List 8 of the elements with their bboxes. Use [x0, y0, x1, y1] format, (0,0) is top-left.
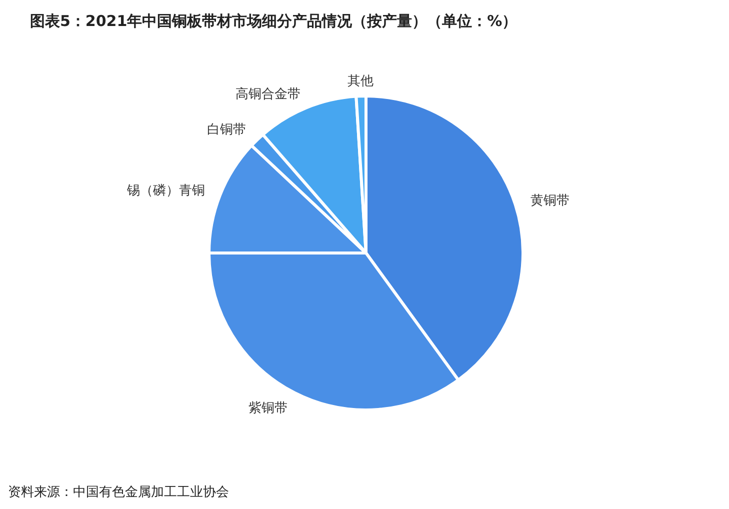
slice-label: 高铜合金带 — [235, 86, 300, 102]
chart-title: 图表5：2021年中国铜板带材市场细分产品情况（按产量）（单位：%） — [30, 12, 518, 30]
slice-label: 锡（磷）青铜 — [126, 183, 206, 198]
slice-label: 黄铜带 — [530, 194, 570, 209]
slice-label: 紫铜带 — [248, 401, 288, 416]
text: 资料来源：中国有色金属加工工业协会 — [8, 485, 229, 500]
slice-label: 其他 — [348, 74, 374, 90]
slice-label: 白铜带 — [207, 122, 246, 138]
